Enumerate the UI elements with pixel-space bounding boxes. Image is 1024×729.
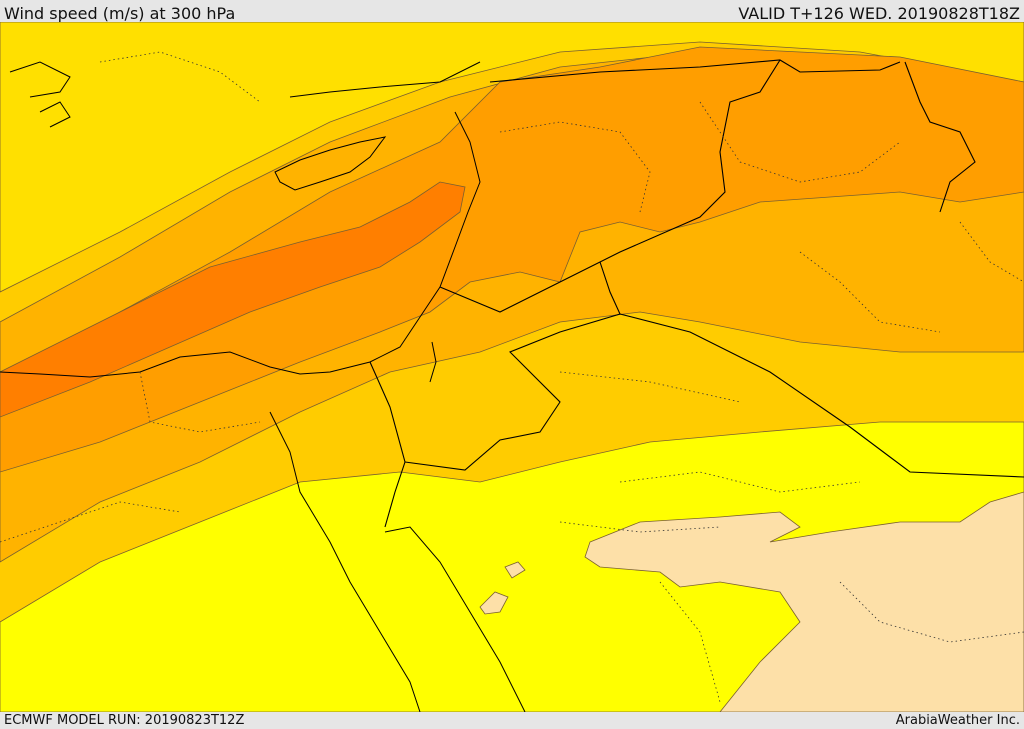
border-egypt-israel bbox=[369, 361, 406, 528]
coastline-turkey bbox=[289, 61, 481, 98]
footer-bar: ECMWF MODEL RUN: 20190823T12Z ArabiaWeat… bbox=[0, 712, 1024, 729]
border-saudi-iraq bbox=[619, 313, 1024, 478]
provincial-borders bbox=[0, 51, 1024, 703]
wind-speed-map[interactable] bbox=[0, 22, 1024, 712]
band-orange bbox=[0, 46, 1024, 473]
border-levant bbox=[439, 59, 901, 313]
border-iraq-iran bbox=[904, 61, 976, 213]
band-light-peach-spot-2 bbox=[504, 561, 526, 579]
coastline-cyprus bbox=[274, 136, 387, 191]
band-light-peach bbox=[584, 491, 1024, 712]
map-title: Wind speed (m/s) at 300 hPa bbox=[4, 4, 236, 22]
header-bar: Wind speed (m/s) at 300 hPa VALID T+126 … bbox=[0, 0, 1024, 22]
credit: ArabiaWeather Inc. bbox=[895, 713, 1020, 728]
border-jordan-saudi bbox=[404, 261, 621, 471]
band-gold-north bbox=[0, 22, 1024, 293]
coastline-red-sea bbox=[269, 411, 421, 712]
valid-time: VALID T+126 WED. 20190828T18Z bbox=[738, 4, 1020, 22]
band-light-peach-spot-1 bbox=[479, 591, 509, 615]
coastline-aegean bbox=[9, 61, 71, 128]
model-run: ECMWF MODEL RUN: 20190823T12Z bbox=[4, 713, 245, 728]
coastline-red-sea-east bbox=[384, 526, 526, 712]
band-orange-dark bbox=[0, 181, 466, 418]
coastline-dead-sea bbox=[429, 341, 437, 383]
coastline-levant bbox=[0, 111, 481, 378]
